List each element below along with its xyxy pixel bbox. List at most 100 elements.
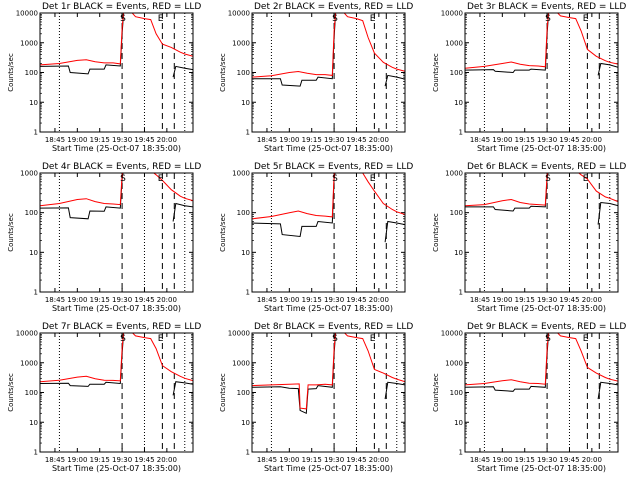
chart-title: Det 9r BLACK = Events, RED = LLD: [467, 322, 626, 332]
y-axis-label: Counts/sec: [7, 373, 15, 412]
x-tick-label: 20:00: [582, 296, 602, 304]
chart-title: Det 6r BLACK = Events, RED = LLD: [467, 162, 626, 172]
series-group: [252, 173, 405, 243]
x-tick-label: 20:00: [157, 136, 177, 144]
chart-title: Det 3r BLACK = Events, RED = LLD: [467, 2, 626, 12]
chart-panel: Det 4r BLACK = Events, RED = LLD 1 10 100 10…: [7, 162, 201, 313]
chart-title: Det 5r BLACK = Events, RED = LLD: [254, 162, 413, 172]
y-tick-label: 1: [246, 289, 250, 297]
chart-panel: Det 6r BLACK = Events, RED = LLD 1 10 100 10…: [432, 162, 626, 313]
x-tick-label: 19:15: [90, 136, 110, 144]
y-axis-label: Counts/sec: [7, 213, 15, 252]
plot-frame: [39, 172, 194, 293]
series-group: [465, 333, 618, 400]
series-line-events: [597, 62, 618, 76]
x-tick-label: 20:00: [157, 456, 177, 464]
series-group: [252, 333, 405, 415]
x-tick-label: 19:15: [302, 296, 322, 304]
y-tick-label: 100: [237, 209, 250, 217]
x-axis-label: Start Time (25-Oct-07 18:35:00): [52, 144, 181, 153]
series-line-events: [172, 381, 193, 396]
series-line-lld: [40, 13, 124, 66]
x-tick-label: 19:45: [559, 456, 579, 464]
series-line-lld: [131, 333, 193, 382]
x-axis-label: Start Time (25-Oct-07 18:35:00): [264, 304, 393, 313]
x-tick-label: 18:45: [45, 456, 65, 464]
plot-frame: [39, 332, 194, 453]
y-tick-label: 10: [29, 249, 38, 257]
x-tick-label: 19:30: [537, 456, 557, 464]
x-tick-label: 19:30: [324, 136, 344, 144]
chart-title: Det 2r BLACK = Events, RED = LLD: [254, 2, 413, 12]
y-tick-label: 10: [454, 419, 463, 427]
x-tick-label: 19:45: [346, 136, 366, 144]
y-axis-label: Counts/sec: [432, 373, 440, 412]
series-line-lld: [252, 333, 336, 410]
plot-frame: [464, 12, 619, 133]
y-tick-label: 10000: [441, 330, 463, 338]
flare-marker-label: S: [332, 334, 338, 344]
y-tick-label: 100: [237, 389, 250, 397]
flare-marker-label: S: [120, 334, 126, 344]
y-tick-label: 1: [34, 289, 38, 297]
series-line-lld: [343, 333, 405, 383]
series-line-events: [40, 333, 125, 387]
y-tick-label: 10: [241, 99, 250, 107]
y-tick-label: 1000: [232, 39, 250, 47]
series-line-lld: [556, 333, 618, 382]
y-tick-label: 1: [34, 449, 38, 457]
x-tick-label: 19:00: [279, 456, 299, 464]
series-line-events: [252, 333, 337, 415]
x-tick-label: 19:00: [67, 136, 87, 144]
series-line-events: [597, 201, 618, 225]
series-group: [252, 13, 405, 87]
flare-marker-label: S: [332, 174, 338, 184]
x-tick-label: 19:15: [302, 456, 322, 464]
chart-title: Det 7r BLACK = Events, RED = LLD: [42, 322, 201, 332]
x-tick-label: 19:30: [537, 136, 557, 144]
x-tick-label: 19:45: [559, 296, 579, 304]
x-tick-label: 19:45: [134, 456, 154, 464]
x-tick-label: 19:45: [134, 296, 154, 304]
flare-marker-label: E: [370, 334, 376, 344]
flare-marker-label: E: [370, 14, 376, 24]
y-axis-label: Counts/sec: [219, 373, 227, 412]
y-tick-label: 1: [459, 289, 463, 297]
y-tick-label: 1: [246, 449, 250, 457]
x-tick-label: 20:00: [582, 136, 602, 144]
x-tick-label: 19:30: [324, 296, 344, 304]
x-tick-label: 19:15: [515, 136, 535, 144]
series-line-lld: [40, 333, 124, 383]
y-tick-label: 1: [459, 129, 463, 137]
flare-marker-label: E: [370, 174, 376, 184]
flare-marker-label: S: [545, 334, 551, 344]
x-tick-label: 18:45: [257, 136, 277, 144]
flare-marker-label: E: [583, 334, 589, 344]
y-tick-label: 100: [450, 209, 463, 217]
series-line-lld: [465, 13, 549, 69]
plot-frame: [251, 12, 406, 133]
y-axis-label: Counts/sec: [432, 53, 440, 92]
x-tick-label: 19:15: [302, 136, 322, 144]
series-group: [465, 13, 618, 76]
x-axis-label: Start Time (25-Oct-07 18:35:00): [477, 464, 606, 473]
chart-panel: Det 8r BLACK = Events, RED = LLD 1 10 100 10…: [219, 322, 413, 473]
x-axis-label: Start Time (25-Oct-07 18:35:00): [264, 464, 393, 473]
x-axis-label: Start Time (25-Oct-07 18:35:00): [264, 144, 393, 153]
x-tick-label: 19:00: [492, 136, 512, 144]
y-tick-label: 100: [25, 389, 38, 397]
chart-panel: Det 7r BLACK = Events, RED = LLD 1 10 100 10…: [7, 322, 201, 473]
y-tick-label: 1000: [445, 39, 463, 47]
y-tick-label: 10000: [16, 10, 38, 18]
y-tick-label: 1000: [20, 359, 38, 367]
y-tick-label: 1000: [20, 170, 38, 178]
x-tick-label: 19:15: [515, 296, 535, 304]
y-tick-label: 100: [450, 69, 463, 77]
x-tick-label: 19:00: [67, 456, 87, 464]
y-tick-label: 10: [241, 419, 250, 427]
series-line-events: [172, 202, 193, 222]
x-tick-label: 19:15: [90, 296, 110, 304]
series-line-lld: [556, 13, 618, 65]
x-tick-label: 18:45: [470, 136, 490, 144]
series-line-lld: [152, 173, 193, 202]
